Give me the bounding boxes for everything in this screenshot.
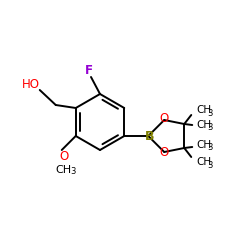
Text: HO: HO — [22, 78, 40, 90]
Text: CH: CH — [196, 120, 211, 130]
Text: 3: 3 — [207, 160, 212, 170]
Text: CH: CH — [196, 140, 211, 150]
Text: 3: 3 — [207, 144, 212, 152]
Text: O: O — [59, 150, 69, 162]
Text: CH: CH — [56, 165, 72, 175]
Text: CH: CH — [196, 157, 211, 167]
Text: O: O — [160, 146, 169, 160]
Text: 3: 3 — [207, 124, 212, 132]
Text: 3: 3 — [207, 108, 212, 118]
Text: B: B — [144, 130, 154, 142]
Text: O: O — [160, 112, 169, 126]
Text: 3: 3 — [70, 168, 75, 176]
Text: CH: CH — [196, 105, 211, 115]
Text: F: F — [85, 64, 93, 76]
